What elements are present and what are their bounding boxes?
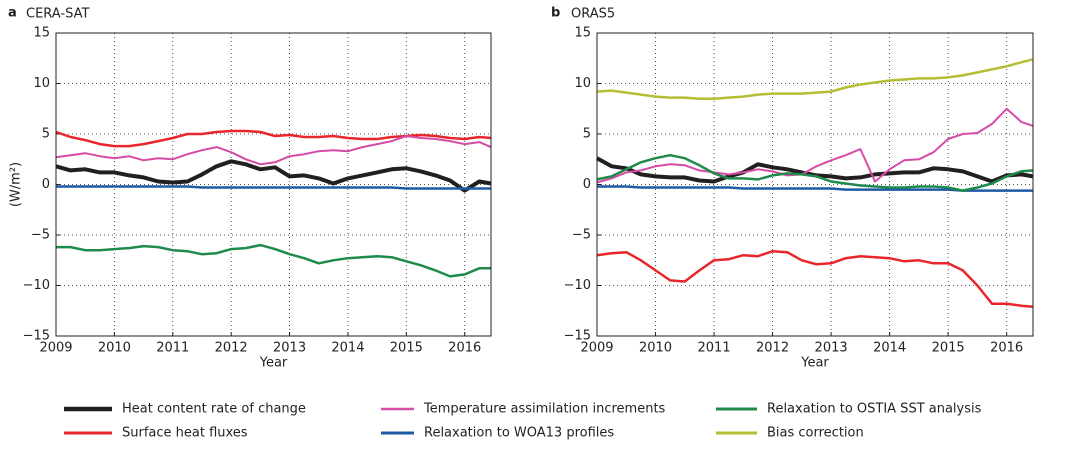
series-line [596,156,1034,184]
panel-label: b [551,6,560,21]
legend-label: Surface heat fluxes [122,426,248,441]
legend-label: Relaxation to OSTIA SST analysis [767,402,982,417]
x-tick-label: 2010 [98,341,131,356]
plot-frame [596,32,1034,337]
legend-label: Relaxation to WOA13 profiles [424,426,614,441]
series-line [56,185,491,190]
y-tick-label: 15 [574,26,591,41]
series-line [55,159,492,193]
panel-label: a [8,6,17,21]
y-tick-label: 0 [42,177,50,192]
series-line [596,58,1034,100]
x-tick-label: 2013 [815,341,848,356]
panel-title: ORAS5 [571,7,615,22]
series-line [596,107,1034,184]
x-tick-label: 2012 [756,341,789,356]
x-tick-label: 2016 [990,341,1023,356]
x-tick-label: 2013 [273,341,306,356]
y-tick-label: 5 [583,127,591,142]
y-tick-label: −5 [572,228,591,243]
x-tick-label: 2010 [639,341,672,356]
x-tick-label: 2011 [156,341,189,356]
x-tick-label: 2009 [580,341,613,356]
y-tick-label: 10 [33,76,50,91]
plot-frame [55,32,492,337]
y-tick-label: −10 [564,278,591,293]
legend-label: Bias correction [767,426,864,441]
y-tick-label: 10 [574,76,591,91]
x-tick-label: 2015 [932,341,965,356]
y-tick-label: −15 [564,329,591,344]
x-tick-label: 2012 [215,341,248,356]
y-tick-label: −10 [23,278,50,293]
series-line [56,243,491,278]
series-line [55,135,492,166]
y-tick-label: −5 [31,228,50,243]
x-tick-label: 2011 [698,341,731,356]
x-tick-label: 2009 [39,341,72,356]
x-axis-label: Year [259,356,288,371]
y-tick-label: 5 [42,127,50,142]
legend-label: Heat content rate of change [122,402,306,417]
panel-title: CERA-SAT [26,7,89,22]
series-line [596,249,1034,308]
series-line [55,129,492,148]
x-tick-label: 2014 [873,341,906,356]
x-axis-label: Year [800,356,829,371]
x-tick-label: 2016 [448,341,481,356]
y-tick-label: 15 [33,26,50,41]
y-tick-label: 0 [583,177,591,192]
series-line [596,153,1034,192]
legend-label: Temperature assimilation increments [423,402,666,417]
x-tick-label: 2015 [390,341,423,356]
x-tick-label: 2014 [331,341,364,356]
y-axis-label: (W/m²) [9,162,24,207]
y-tick-label: −15 [23,329,50,344]
